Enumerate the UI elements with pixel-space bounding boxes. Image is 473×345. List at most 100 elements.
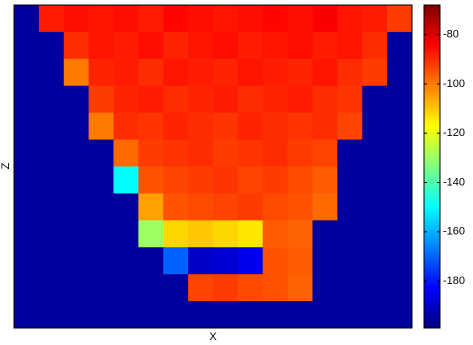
heat-cell — [138, 167, 163, 194]
heat-cell — [39, 140, 64, 167]
heat-cell — [263, 140, 288, 167]
heat-cell — [64, 32, 89, 59]
heat-cell — [64, 5, 89, 32]
heat-cell — [238, 5, 263, 32]
heat-cell — [138, 59, 163, 86]
heat-cell — [288, 193, 313, 220]
heat-cell — [263, 59, 288, 86]
heat-cell — [387, 167, 412, 194]
heat-cell — [138, 301, 163, 328]
heat-cell — [39, 301, 64, 328]
heat-cell — [138, 86, 163, 113]
colorbar-tick-label: -80 — [443, 28, 459, 40]
heat-cell — [337, 220, 362, 247]
heat-cell — [188, 247, 213, 274]
heat-cell — [288, 32, 313, 59]
heat-cell — [362, 247, 387, 274]
heat-cell — [114, 247, 139, 274]
heat-cell — [238, 32, 263, 59]
heat-cell — [89, 247, 114, 274]
heat-cell — [263, 5, 288, 32]
heat-cell — [387, 5, 412, 32]
heat-cell — [337, 59, 362, 86]
heat-cell — [14, 86, 39, 113]
heat-cell — [138, 5, 163, 32]
heat-cell — [14, 247, 39, 274]
heat-cell — [39, 247, 64, 274]
heat-cell — [138, 140, 163, 167]
heat-cell — [238, 167, 263, 194]
heat-cell — [163, 113, 188, 140]
heat-cell — [89, 32, 114, 59]
heat-cell — [238, 59, 263, 86]
heat-cell — [313, 86, 338, 113]
colorbar-tick-label: -160 — [443, 226, 465, 238]
heat-cell — [337, 140, 362, 167]
page: X Z -80-100-120-140-160-180 (() => { con… — [0, 0, 473, 345]
heat-cell — [114, 32, 139, 59]
heat-cell — [138, 220, 163, 247]
heat-cell — [238, 193, 263, 220]
heat-cell — [337, 5, 362, 32]
heat-cell — [64, 193, 89, 220]
heat-cell — [39, 59, 64, 86]
heat-cell — [213, 140, 238, 167]
heat-cell — [238, 113, 263, 140]
heat-cell — [337, 274, 362, 301]
heat-cell — [362, 274, 387, 301]
heat-cell — [163, 59, 188, 86]
heat-cell — [288, 86, 313, 113]
heat-cell — [39, 274, 64, 301]
heat-cell — [238, 220, 263, 247]
heat-cell — [213, 86, 238, 113]
x-axis-label: X — [209, 331, 217, 343]
heat-cell — [188, 32, 213, 59]
heat-cell — [387, 274, 412, 301]
heat-cell — [263, 247, 288, 274]
heat-cell — [213, 59, 238, 86]
heat-cell — [362, 59, 387, 86]
heat-cell — [387, 59, 412, 86]
heat-cell — [263, 301, 288, 328]
heat-cell — [64, 220, 89, 247]
heat-cell — [64, 59, 89, 86]
heat-cell — [163, 220, 188, 247]
heat-cell — [163, 86, 188, 113]
heat-cell — [188, 86, 213, 113]
heat-cell — [14, 32, 39, 59]
heat-cell — [114, 301, 139, 328]
heat-cell — [89, 220, 114, 247]
heat-cell — [64, 247, 89, 274]
heat-cell — [188, 301, 213, 328]
heat-cell — [313, 59, 338, 86]
heat-cell — [138, 247, 163, 274]
heat-cell — [64, 86, 89, 113]
heat-cell — [114, 86, 139, 113]
heat-cell — [89, 167, 114, 194]
heat-cell — [362, 220, 387, 247]
heat-cell — [138, 193, 163, 220]
heat-cell — [288, 247, 313, 274]
heat-cell — [188, 140, 213, 167]
heat-cell — [163, 140, 188, 167]
heat-cell — [14, 220, 39, 247]
heat-cell — [362, 5, 387, 32]
heat-cell — [263, 193, 288, 220]
heat-cell — [288, 301, 313, 328]
heat-cell — [213, 113, 238, 140]
heat-cell — [39, 86, 64, 113]
heat-cell — [14, 140, 39, 167]
heat-cell — [288, 274, 313, 301]
heat-cell — [89, 274, 114, 301]
heat-cell — [337, 86, 362, 113]
chart: X Z -80-100-120-140-160-180 — [0, 0, 473, 345]
heat-cell — [64, 274, 89, 301]
heat-cell — [313, 5, 338, 32]
heat-cell — [387, 220, 412, 247]
heat-cell — [163, 247, 188, 274]
heat-cell — [89, 140, 114, 167]
heat-cell — [387, 247, 412, 274]
heat-cell — [263, 220, 288, 247]
heat-cell — [313, 167, 338, 194]
heat-cell — [313, 32, 338, 59]
